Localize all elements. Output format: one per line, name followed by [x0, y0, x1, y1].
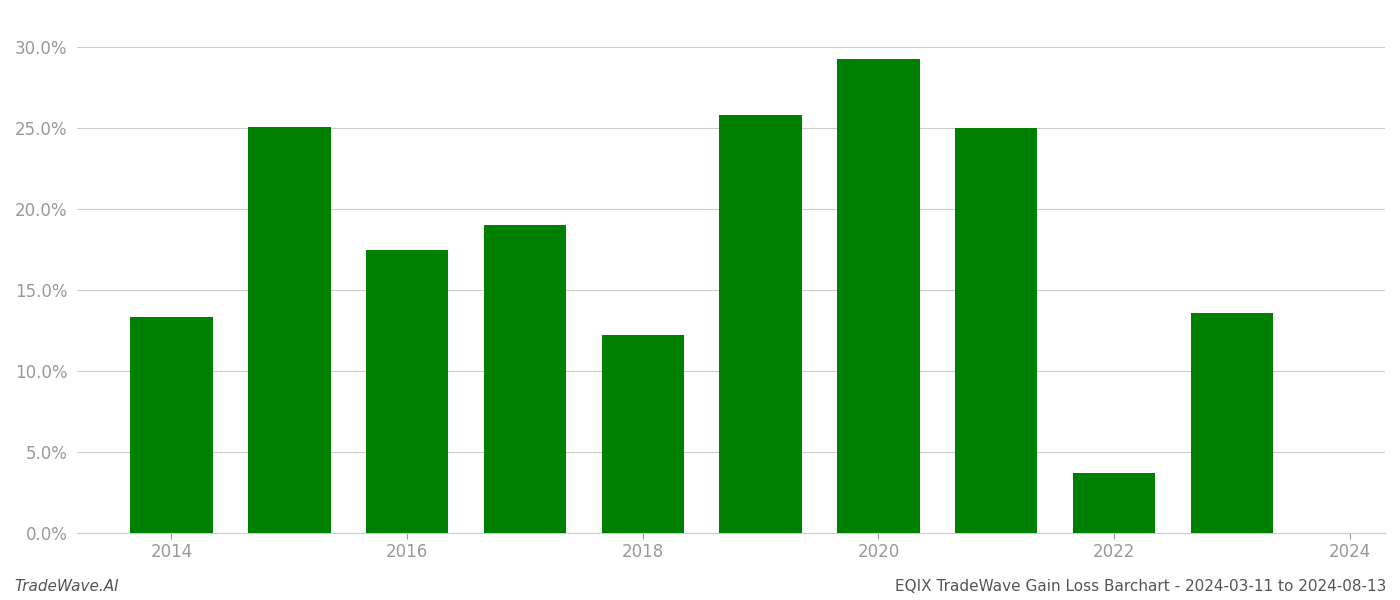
Bar: [602, 335, 685, 533]
Bar: [1190, 313, 1273, 533]
Bar: [483, 225, 566, 533]
Bar: [365, 250, 448, 533]
Bar: [248, 127, 330, 533]
Bar: [837, 59, 920, 533]
Text: EQIX TradeWave Gain Loss Barchart - 2024-03-11 to 2024-08-13: EQIX TradeWave Gain Loss Barchart - 2024…: [895, 579, 1386, 594]
Text: TradeWave.AI: TradeWave.AI: [14, 579, 119, 594]
Bar: [1072, 473, 1155, 533]
Bar: [130, 317, 213, 533]
Bar: [720, 115, 802, 533]
Bar: [955, 128, 1037, 533]
